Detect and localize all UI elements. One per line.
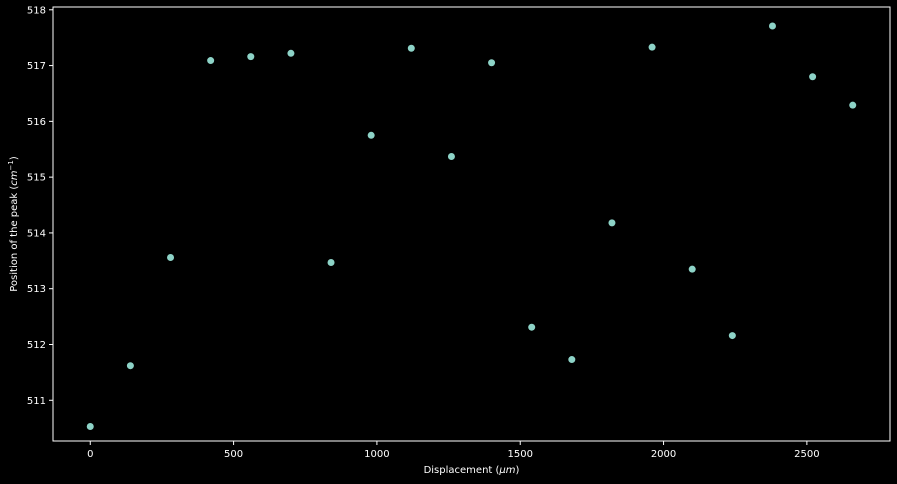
- scatter-point: [247, 53, 255, 61]
- y-axis-ticks: 511 512 513 514 515 516 517 518: [27, 5, 53, 407]
- scatter-point: [728, 332, 736, 340]
- scatter-point: [167, 253, 175, 261]
- x-tick-label: 1000: [364, 449, 389, 460]
- plot-area-frame: [52, 6, 891, 442]
- data-points: [86, 22, 857, 430]
- x-axis-label: Displacement (μm): [424, 465, 520, 476]
- scatter-point: [688, 265, 696, 273]
- scatter-point: [809, 73, 817, 81]
- scatter-point: [207, 57, 215, 65]
- scatter-point: [849, 101, 857, 109]
- scatter-point: [768, 22, 776, 30]
- x-axis-ticks: 0 500 1000 1500 2000 2500: [87, 441, 820, 460]
- y-tick-label: 514: [27, 228, 46, 239]
- y-tick-label: 512: [27, 340, 46, 351]
- scatter-point: [648, 43, 656, 51]
- y-tick-label: 518: [27, 5, 46, 16]
- y-tick-label: 513: [27, 284, 46, 295]
- scatter-point: [126, 362, 134, 370]
- y-tick-label: 515: [27, 173, 46, 184]
- x-tick-label: 500: [224, 449, 243, 460]
- x-tick-label: 0: [87, 449, 93, 460]
- scatter-point: [407, 44, 415, 52]
- scatter-point: [287, 49, 295, 57]
- scatter-point: [447, 153, 455, 161]
- scatter-point: [367, 131, 375, 139]
- x-tick-label: 1500: [508, 449, 533, 460]
- scatter-point: [568, 356, 576, 364]
- scatter-point: [86, 422, 94, 430]
- y-tick-label: 516: [27, 117, 46, 128]
- x-tick-label: 2000: [651, 449, 676, 460]
- x-tick-label: 2500: [794, 449, 819, 460]
- scatter-point: [528, 323, 536, 331]
- scatter-point: [327, 258, 335, 266]
- y-axis-label: Position of the peak (cm−1): [7, 156, 20, 292]
- y-tick-label: 511: [27, 396, 46, 407]
- scatter-point: [608, 219, 616, 227]
- scatter-point: [488, 59, 496, 67]
- y-tick-label: 517: [27, 61, 46, 72]
